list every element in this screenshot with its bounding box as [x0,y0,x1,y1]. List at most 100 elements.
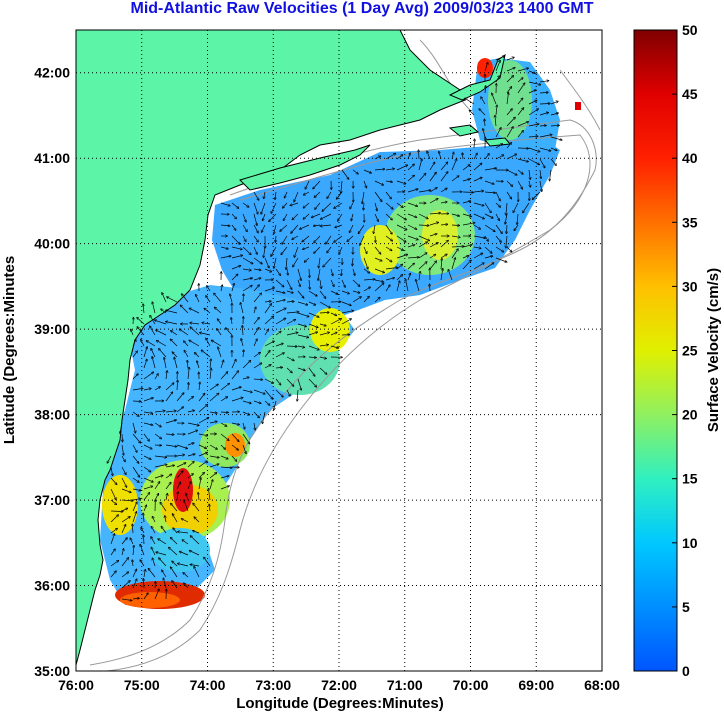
velocity-vector [141,340,145,347]
velocity-vector [198,453,207,457]
velocity-vector [314,246,321,253]
velocity-vector [242,400,251,403]
velocity-vector [374,257,382,261]
velocity-vector [374,169,385,170]
velocity-vector [159,349,167,358]
velocity-vector [176,463,186,468]
velocity-vector [242,213,246,222]
velocity-vector [190,536,200,545]
velocity-vector [110,466,113,476]
velocity-vector [137,318,145,325]
x-tick-label: 68:00 [584,677,620,693]
velocity-vector [150,316,156,325]
velocity-vector [110,477,117,484]
velocity-vector [154,411,165,412]
velocity-vector [484,224,495,231]
velocity-vector [319,332,329,336]
velocity-vector [121,508,128,512]
velocity-vector [495,116,496,127]
velocity-vector [528,70,535,73]
velocity-vector [210,359,211,369]
velocity-vector [209,464,219,468]
velocity-vector [172,352,178,358]
velocity-vector [429,213,440,214]
velocity-vector [122,433,123,442]
velocity-vector [485,86,486,94]
velocity-vector [275,308,286,314]
velocity-vector [406,279,409,292]
velocity-vector [172,581,178,589]
velocity-vector [440,162,448,171]
velocity-vector [271,246,277,256]
velocity-vector [451,213,459,216]
velocity-vector [132,560,133,567]
velocity-patch-orange-b [120,592,180,608]
velocity-vector [215,307,222,314]
velocity-vector [209,444,217,449]
velocity-patch-red-a [173,468,193,512]
velocity-vector [352,279,360,286]
velocity-vector [187,474,193,479]
velocity-vector [253,191,259,200]
velocity-vector [282,235,288,244]
velocity-vector [162,293,167,303]
velocity-vector [143,593,148,600]
velocity-vector [321,213,332,219]
velocity-vector [322,202,332,211]
velocity-vector [121,500,133,501]
velocity-vector [418,235,429,241]
velocity-vector [154,374,158,380]
velocity-vector [484,154,489,160]
velocity-vector [187,462,194,468]
velocity-vector [385,235,392,241]
velocity-vector [495,224,502,233]
velocity-vector [166,310,178,314]
velocity-vector [327,246,332,253]
velocity-vector [198,405,207,413]
velocity-vector [396,224,407,230]
velocity-vector [242,433,250,444]
velocity-vector [550,101,558,105]
velocity-vector [309,279,310,289]
velocity-vector [506,202,507,215]
velocity-vector [294,246,299,257]
velocity-vector [338,213,343,221]
velocity-vector [253,353,260,358]
velocity-vector [473,263,484,270]
velocity-vector [506,76,513,83]
velocity-vector [451,236,460,237]
velocity-vector [385,285,390,292]
velocity-vector [407,224,417,229]
velocity-vector [341,169,349,179]
velocity-vector [143,304,144,314]
velocity-vectors [107,56,562,601]
velocity-vector [253,363,262,369]
velocity-vector [110,571,116,578]
y-tick-label: 41:00 [34,150,70,166]
velocity-vector [189,340,200,347]
velocity-vector [253,318,259,325]
y-axis: 42:00 41:00 40:00 39:00 38:00 37:00 36:00 35:00 [34,65,70,679]
velocity-vector [121,558,128,567]
velocity-vector [220,246,228,249]
velocity-vector [242,246,251,255]
velocity-vector [517,68,528,72]
y-tick-label: 42:00 [34,65,70,81]
velocity-vector [496,105,497,116]
velocity-vector [143,513,144,523]
velocity-vector [396,264,402,270]
velocity-vector [231,444,238,450]
velocity-vector [242,422,245,429]
velocity-vector [261,202,266,214]
x-tick-label: 74:00 [190,677,226,693]
velocity-vector [220,256,231,259]
velocity-vector [199,382,200,391]
velocity-vector [418,190,431,193]
velocity-vector [440,254,447,259]
velocity-vector [385,278,394,281]
velocity-vector [253,257,262,264]
velocity-vector [187,482,191,490]
velocity-vector [218,347,222,358]
velocity-vector [539,126,546,127]
velocity-vector [484,119,485,127]
